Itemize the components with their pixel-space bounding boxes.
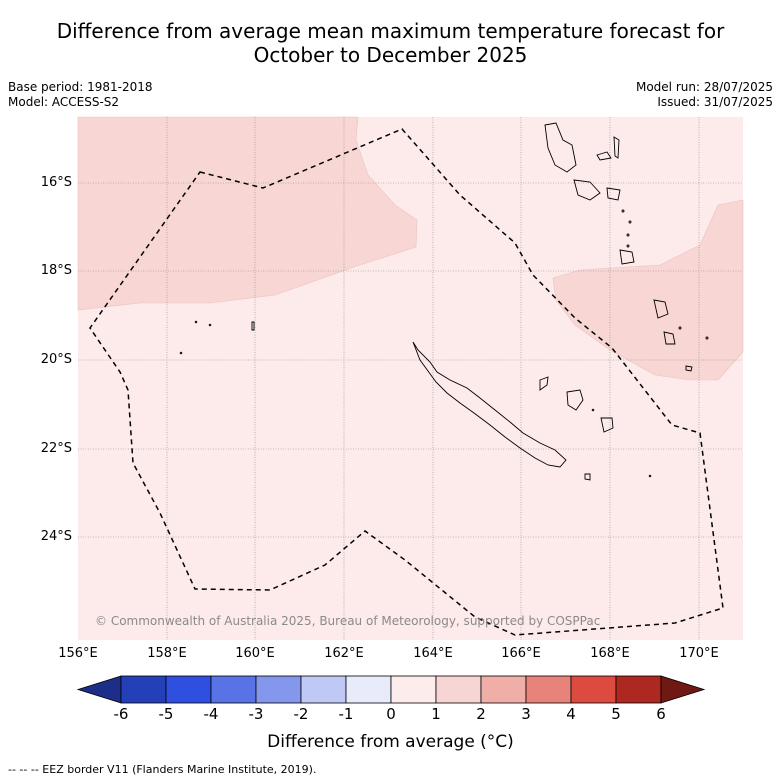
colorbar-segment [210, 675, 257, 704]
colorbar-tick-label: -4 [203, 705, 219, 723]
colorbar-segment [390, 675, 437, 704]
lon-label-158e: 158°E [147, 646, 187, 661]
warm-region-east [552, 199, 744, 381]
reef-dot [208, 323, 212, 327]
colorbar-segment [255, 675, 302, 704]
colorbar-tick-label: 1 [431, 705, 441, 723]
reef-dot [648, 474, 652, 478]
colorbar-tick-label: 3 [521, 705, 531, 723]
reef-dot [678, 326, 682, 330]
eez-border [89, 128, 724, 636]
colorbar-tick-label: -1 [338, 705, 354, 723]
island-tanna [663, 331, 676, 345]
colorbar-extend-low [76, 675, 122, 704]
copyright-text: © Commonwealth of Australia 2025, Bureau… [95, 614, 600, 628]
reef-dot [591, 408, 595, 412]
land-outlines [179, 122, 709, 481]
colorbar-segment [435, 675, 482, 704]
island-malekula [573, 179, 601, 201]
lon-label-168e: 168°E [590, 646, 630, 661]
grid-lines [78, 117, 743, 640]
island-maewo [613, 136, 620, 159]
lat-label-22s: 22°S [40, 441, 72, 456]
eez-legend-footer: -- -- -- EEZ border V11 (Flanders Marine… [8, 763, 317, 776]
lon-label-164e: 164°E [413, 646, 453, 661]
colorbar-tick-label: 6 [656, 705, 666, 723]
colorbar-segment [165, 675, 212, 704]
colorbar-segment [120, 675, 167, 704]
island-small-west [251, 321, 255, 331]
island-espiritu-santo [544, 122, 577, 173]
colorbar-segment [525, 675, 572, 704]
lon-label-160e: 160°E [235, 646, 275, 661]
colorbar-segment [615, 675, 662, 704]
warm-region-west [77, 116, 418, 311]
colorbar-tick-label: 5 [611, 705, 621, 723]
title-line-2: October to December 2025 [253, 43, 528, 67]
island-aneityum [685, 365, 693, 372]
lat-label-20s: 20°S [40, 352, 72, 367]
lat-label-18s: 18°S [40, 263, 72, 278]
colorbar-extend-high [660, 675, 706, 704]
island-loyalty-mare [600, 417, 614, 433]
colorbar-tick-label: -5 [158, 705, 174, 723]
base-period-text: Base period: 1981-2018 [8, 80, 153, 94]
colorbar-tick-label: -6 [113, 705, 129, 723]
colorbar-label: Difference from average (°C) [267, 732, 514, 752]
colorbar [76, 675, 706, 704]
meta-right: Model run: 28/07/2025 Issued: 31/07/2025 [636, 80, 773, 110]
colorbar-tick-label: 4 [566, 705, 576, 723]
meta-left: Base period: 1981-2018 Model: ACCESS-S2 [8, 80, 153, 110]
issued-text: Issued: 31/07/2025 [657, 95, 773, 109]
island-new-caledonia [412, 341, 567, 468]
lon-label-156e: 156°E [58, 646, 98, 661]
island-loyalty-lifou [566, 389, 584, 411]
island-erromango [653, 299, 669, 319]
model-run-text: Model run: 28/07/2025 [635, 80, 773, 94]
model-text: Model: ACCESS-S2 [8, 95, 120, 109]
colorbar-segment [300, 675, 347, 704]
island-ambae [596, 151, 612, 161]
reef-dot [626, 244, 630, 248]
title-line-1: Difference from average mean maximum tem… [56, 19, 725, 43]
colorbar-tick-label: -3 [248, 705, 264, 723]
lat-label-24s: 24°S [40, 529, 72, 544]
reef-dot [621, 209, 625, 213]
island-efate [619, 249, 635, 265]
chart-title: Difference from average mean maximum tem… [0, 19, 781, 67]
reef-dot [705, 336, 709, 340]
reef-dot [626, 233, 630, 237]
lon-label-166e: 166°E [501, 646, 541, 661]
lat-label-16s: 16°S [40, 175, 72, 190]
reef-dot [628, 220, 632, 224]
reef-dot [179, 351, 183, 355]
colorbar-segment [480, 675, 527, 704]
colorbar-tick-label: -2 [293, 705, 309, 723]
reef-dot [194, 320, 198, 324]
colorbar-tick-label: 2 [476, 705, 486, 723]
island-pines [584, 473, 591, 481]
lon-label-162e: 162°E [324, 646, 364, 661]
colorbar-tick-label: 0 [386, 705, 396, 723]
island-loyalty-ouvea [539, 376, 549, 391]
colorbar-segment [570, 675, 617, 704]
colorbar-segment [345, 675, 392, 704]
lon-label-170e: 170°E [679, 646, 719, 661]
island-pentecost [606, 187, 621, 201]
